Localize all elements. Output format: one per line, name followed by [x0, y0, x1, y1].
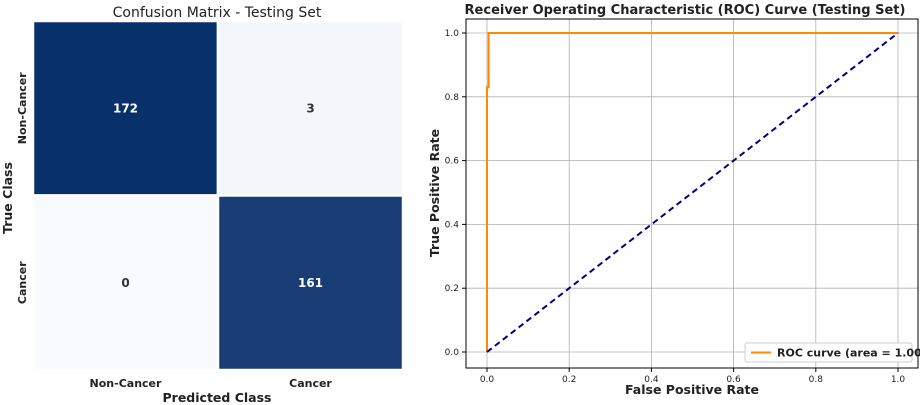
roc-y-tick-label: 0.6	[445, 157, 460, 167]
cm-cell-value: 0	[121, 276, 129, 290]
cm-cells: 172 3 0 161	[31, 19, 405, 372]
cm-cell-value: 172	[113, 101, 138, 115]
roc-lines	[486, 32, 899, 353]
chance-diagonal-line	[486, 32, 899, 353]
roc-y-tick-label: 0.8	[445, 93, 460, 103]
legend-box	[744, 342, 913, 363]
cm-cell	[216, 194, 405, 372]
cm-cell-value: 161	[298, 276, 323, 290]
roc-panel: Receiver Operating Characteristic (ROC) …	[427, 3, 920, 397]
roc-x-tick-label: 0.6	[726, 375, 741, 385]
roc-x-axis-label: False Positive Rate	[625, 382, 759, 397]
roc-x-tick-label: 0.8	[809, 375, 824, 385]
legend-label: ROC curve (area = 1.00)	[777, 347, 920, 360]
cm-x-tick-labels: Non-Cancer Cancer	[90, 377, 333, 390]
roc-y-tick-label: 0.2	[445, 284, 459, 294]
cm-x-axis-label: Predicted Class	[163, 390, 272, 405]
roc-legend: ROC curve (area = 1.00)	[744, 342, 920, 363]
roc-y-tick-labels: 0.0 0.2 0.4 0.6 0.8 1.0	[445, 29, 466, 358]
cm-x-tick-label: Non-Cancer	[90, 377, 162, 390]
cm-y-tick-label: Cancer	[16, 261, 29, 304]
cm-cell-value: 3	[306, 101, 314, 115]
roc-curve-line	[486, 32, 898, 352]
cm-cell	[31, 194, 220, 372]
cm-y-tick-label: Non-Cancer	[16, 72, 29, 144]
cm-y-axis-label: True Class	[0, 162, 15, 234]
roc-y-tick-label: 0.0	[445, 348, 460, 358]
roc-x-tick-labels: 0.0 0.2 0.4 0.6 0.8 1.0	[480, 368, 906, 385]
confusion-matrix-panel: Confusion Matrix - Testing Set 172 30 161 …	[0, 5, 405, 405]
roc-grid	[466, 19, 918, 368]
roc-axes-frame	[465, 18, 919, 369]
roc-x-tick-label: 0.2	[562, 375, 576, 385]
roc-x-tick-label: 1.0	[891, 375, 906, 385]
roc-y-axis-label: True Positive Rate	[427, 129, 442, 257]
roc-y-tick-label: 1.0	[445, 29, 460, 39]
roc-y-tick-label: 0.4	[445, 220, 460, 230]
cm-cell	[31, 19, 220, 197]
cm-y-tick-labels: Non-Cancer Cancer	[16, 72, 29, 304]
cm-title: Confusion Matrix - Testing Set	[113, 5, 322, 21]
roc-x-tick-label: 0.4	[644, 375, 659, 385]
cm-x-tick-label: Cancer	[289, 377, 332, 390]
roc-title: Receiver Operating Characteristic (ROC) …	[465, 3, 906, 18]
cm-cell	[216, 19, 405, 197]
roc-x-tick-label: 0.0	[480, 375, 495, 385]
